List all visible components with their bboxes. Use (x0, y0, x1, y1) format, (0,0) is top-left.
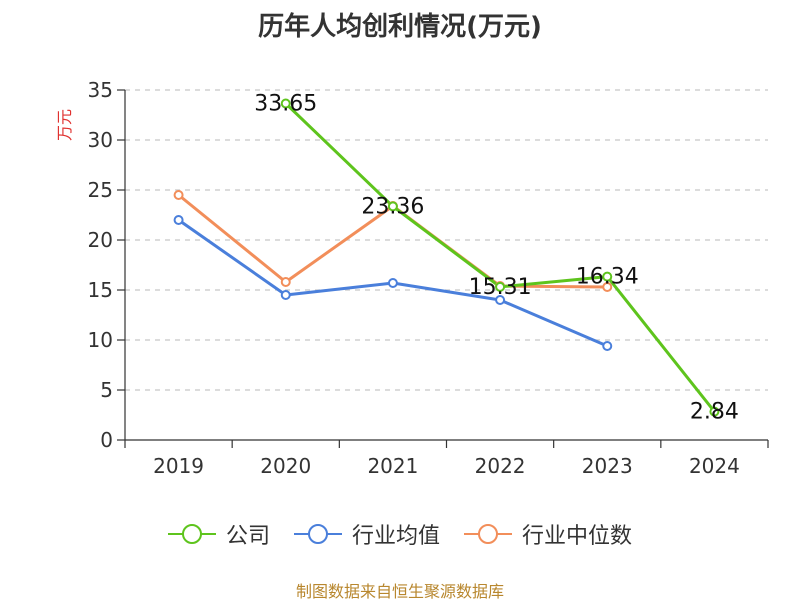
legend-marker (181, 524, 202, 544)
data-point (387, 201, 398, 212)
data-point (495, 295, 506, 305)
data-point (280, 290, 291, 300)
data-point (173, 190, 184, 200)
data-label: 15.31 (469, 275, 532, 300)
legend-swatch (167, 524, 216, 544)
data-label: 16.34 (576, 265, 639, 290)
x-tick-label: 2021 (367, 454, 418, 478)
y-tick-label: 20 (88, 228, 113, 252)
legend-label: 行业均值 (351, 524, 440, 549)
data-label: 23.36 (361, 194, 424, 219)
x-tick-label: 2022 (475, 454, 526, 478)
data-point (495, 281, 506, 292)
chart-legend: 公司 行业均值 行业中位数 (0, 518, 800, 550)
data-point (602, 271, 613, 282)
legend-label: 行业中位数 (522, 524, 633, 549)
data-label: 33.65 (254, 92, 317, 117)
data-point (280, 98, 291, 109)
series-line (284, 102, 716, 413)
y-tick-label: 0 (100, 428, 113, 452)
y-tick-label: 30 (88, 128, 113, 152)
legend-item[interactable]: 行业均值 (293, 518, 440, 550)
legend-label: 公司 (225, 524, 270, 549)
data-point (173, 215, 184, 225)
data-point (602, 282, 613, 292)
legend-swatch (464, 524, 512, 544)
data-point (602, 341, 613, 351)
legend-marker (307, 524, 328, 544)
legend-item[interactable]: 行业中位数 (464, 518, 632, 550)
data-point (709, 406, 720, 417)
y-tick-label: 5 (100, 378, 113, 402)
data-point (280, 277, 291, 287)
x-tick-label: 2024 (689, 454, 740, 478)
data-point (387, 278, 398, 288)
y-tick-label: 10 (88, 328, 113, 352)
legend-item[interactable]: 公司 (167, 518, 270, 550)
legend-swatch (293, 524, 342, 544)
chart-title: 历年人均创利情况(万元) (258, 12, 542, 42)
x-tick-label: 2020 (260, 454, 311, 478)
y-axis-label: 万元 (55, 109, 74, 141)
x-tick-label: 2023 (582, 454, 633, 478)
y-tick-label: 35 (88, 78, 113, 102)
data-source-note: 制图数据来自恒生聚源数据库 (295, 582, 504, 601)
y-tick-label: 25 (88, 178, 113, 202)
legend-marker (478, 524, 498, 544)
x-tick-label: 2019 (153, 454, 204, 478)
y-tick-label: 15 (88, 278, 113, 302)
data-label: 2.84 (690, 400, 739, 425)
